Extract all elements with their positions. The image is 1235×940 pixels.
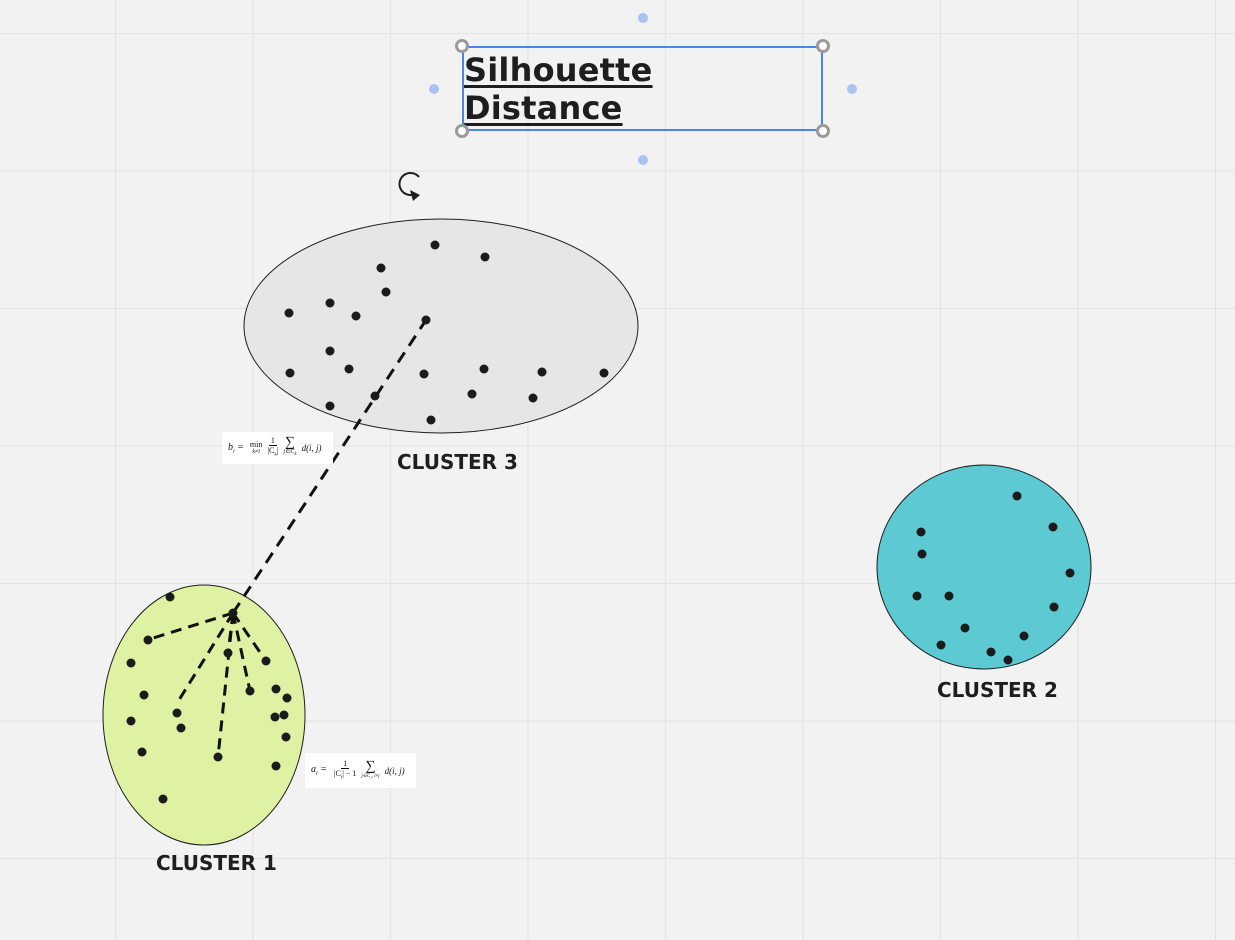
- data-point: [139, 690, 149, 700]
- data-point: [137, 747, 147, 757]
- data-point: [936, 640, 946, 650]
- cluster-2-shape[interactable]: [876, 464, 1092, 670]
- data-point: [1049, 602, 1059, 612]
- data-point: [912, 591, 922, 601]
- distance-line: [231, 612, 252, 692]
- connector-handle-top[interactable]: [638, 13, 648, 23]
- cluster-2-label[interactable]: CLUSTER 2: [937, 678, 1058, 702]
- data-point: [351, 311, 361, 321]
- data-point: [376, 263, 386, 273]
- data-point: [279, 710, 289, 720]
- data-point: [344, 364, 354, 374]
- distance-line: [226, 612, 235, 654]
- page-title[interactable]: Silhouette Distance: [464, 50, 653, 127]
- data-point: [126, 716, 136, 726]
- data-point: [223, 648, 233, 658]
- data-point: [917, 549, 927, 559]
- data-point: [381, 287, 391, 297]
- data-point: [370, 391, 380, 401]
- data-point: [143, 635, 153, 645]
- cluster-3-points: [284, 240, 609, 425]
- data-point: [1019, 631, 1029, 641]
- data-point: [944, 591, 954, 601]
- data-point: [916, 527, 926, 537]
- data-point: [284, 308, 294, 318]
- intra-cluster-distance-lines: [146, 611, 268, 758]
- data-point: [467, 389, 477, 399]
- data-point: [960, 623, 970, 633]
- data-point: [986, 647, 996, 657]
- data-point: [419, 369, 429, 379]
- data-point: [176, 723, 186, 733]
- cluster-1-shape[interactable]: [102, 584, 306, 846]
- data-point: [271, 684, 281, 694]
- data-point: [271, 761, 281, 771]
- data-point: [261, 656, 271, 666]
- data-point: [281, 732, 291, 742]
- data-point: [165, 592, 175, 602]
- formula-b-image[interactable]: bi = min k≠i 1 |Ck| ∑ j∈Ck d(i, j): [222, 432, 333, 464]
- data-point: [528, 393, 538, 403]
- data-point: [1003, 655, 1013, 665]
- data-point: [537, 367, 547, 377]
- data-point: [213, 752, 223, 762]
- data-point: [228, 608, 238, 618]
- data-point: [325, 346, 335, 356]
- cluster-1-points: [126, 592, 292, 804]
- formula-a-image[interactable]: ai = 1 |Ci| − 1 ∑ j∈Ci, i≠j d(i, j): [305, 753, 416, 788]
- resize-handle-top-right[interactable]: [816, 39, 830, 53]
- data-point: [270, 712, 280, 722]
- data-point: [285, 368, 295, 378]
- data-point: [325, 401, 335, 411]
- resize-handle-bottom-left[interactable]: [455, 124, 469, 138]
- resize-handle-top-left[interactable]: [455, 39, 469, 53]
- data-point: [172, 708, 182, 718]
- data-point: [599, 368, 609, 378]
- cluster-1-label[interactable]: CLUSTER 1: [156, 851, 277, 875]
- data-point: [479, 364, 489, 374]
- data-point: [282, 693, 292, 703]
- data-point: [325, 298, 335, 308]
- connector-handle-bottom[interactable]: [638, 155, 648, 165]
- data-point: [245, 686, 255, 696]
- data-point: [1065, 568, 1075, 578]
- distance-line: [146, 611, 234, 642]
- distance-line: [231, 612, 268, 662]
- data-point: [421, 315, 431, 325]
- data-point: [158, 794, 168, 804]
- data-point: [480, 252, 490, 262]
- data-point: [1048, 522, 1058, 532]
- rotate-icon[interactable]: [398, 172, 420, 201]
- resize-handle-bottom-right[interactable]: [816, 124, 830, 138]
- connector-handle-right[interactable]: [847, 84, 857, 94]
- data-point: [126, 658, 136, 668]
- data-point: [426, 415, 436, 425]
- cluster-2-points: [912, 491, 1075, 665]
- cluster-3-shape[interactable]: [243, 218, 639, 434]
- cluster-3-label[interactable]: CLUSTER 3: [397, 450, 518, 474]
- data-point: [430, 240, 440, 250]
- connector-handle-left[interactable]: [429, 84, 439, 94]
- title-selection-box[interactable]: Silhouette Distance: [462, 46, 823, 131]
- data-point: [1012, 491, 1022, 501]
